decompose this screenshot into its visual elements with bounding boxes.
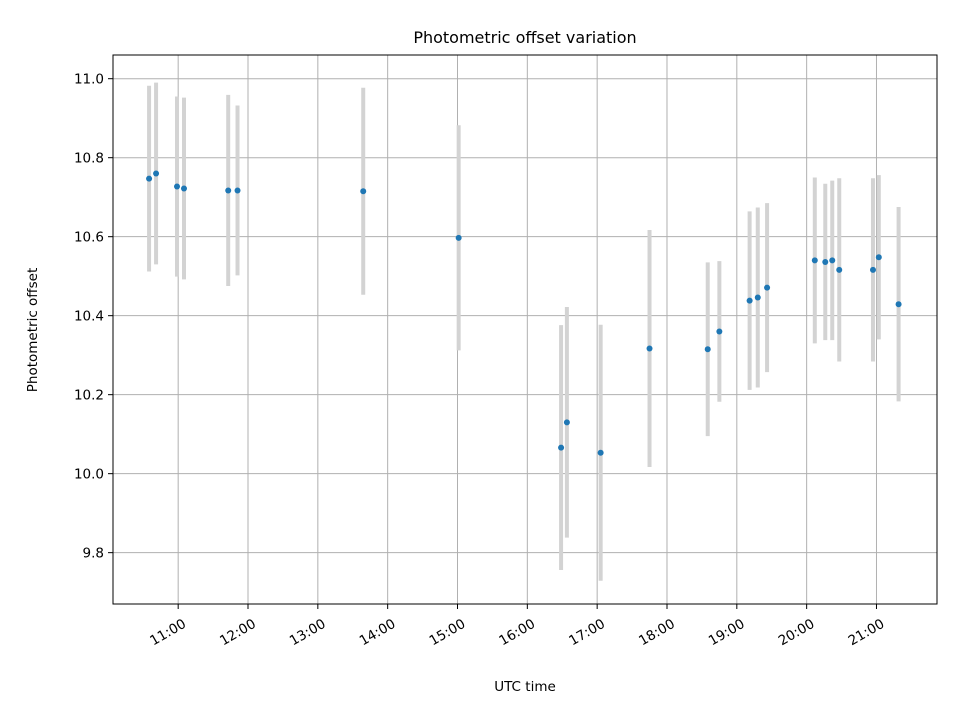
data-point	[455, 234, 462, 241]
data-point	[716, 328, 723, 335]
data-point	[754, 294, 761, 301]
chart-title: Photometric offset variation	[413, 28, 636, 47]
data-point	[829, 257, 836, 264]
y-tick-label: 10.4	[74, 309, 104, 325]
data-point	[895, 301, 902, 308]
data-points	[146, 170, 902, 456]
data-point	[704, 346, 711, 353]
data-point	[563, 419, 570, 426]
y-tick-label: 10.0	[74, 467, 104, 483]
x-axis-label: UTC time	[494, 679, 556, 695]
data-point	[153, 170, 160, 177]
data-point	[146, 175, 153, 182]
y-axis-label: Photometric offset	[25, 268, 41, 392]
y-tick-label: 9.8	[83, 546, 104, 562]
data-point	[360, 188, 367, 195]
data-point	[558, 444, 565, 451]
y-tick-label: 10.2	[74, 388, 104, 404]
data-point	[746, 297, 753, 304]
data-point	[234, 187, 241, 194]
data-point	[597, 449, 604, 456]
data-point	[811, 257, 818, 264]
grid	[113, 55, 937, 604]
data-point	[764, 284, 771, 291]
data-point	[174, 183, 181, 190]
data-point	[822, 258, 829, 265]
y-tick-label: 10.8	[74, 151, 104, 167]
y-axis-ticks: 9.8 10.0 10.2 10.4 10.6 10.8 11.0	[74, 72, 113, 562]
data-point	[646, 345, 653, 352]
plot-frame	[112, 54, 938, 605]
y-tick-label: 11.0	[74, 72, 104, 88]
data-point	[875, 254, 882, 261]
data-point	[869, 266, 876, 273]
y-tick-label: 10.6	[74, 230, 104, 246]
data-point	[180, 185, 187, 192]
data-point	[836, 266, 843, 273]
data-point	[225, 187, 232, 194]
